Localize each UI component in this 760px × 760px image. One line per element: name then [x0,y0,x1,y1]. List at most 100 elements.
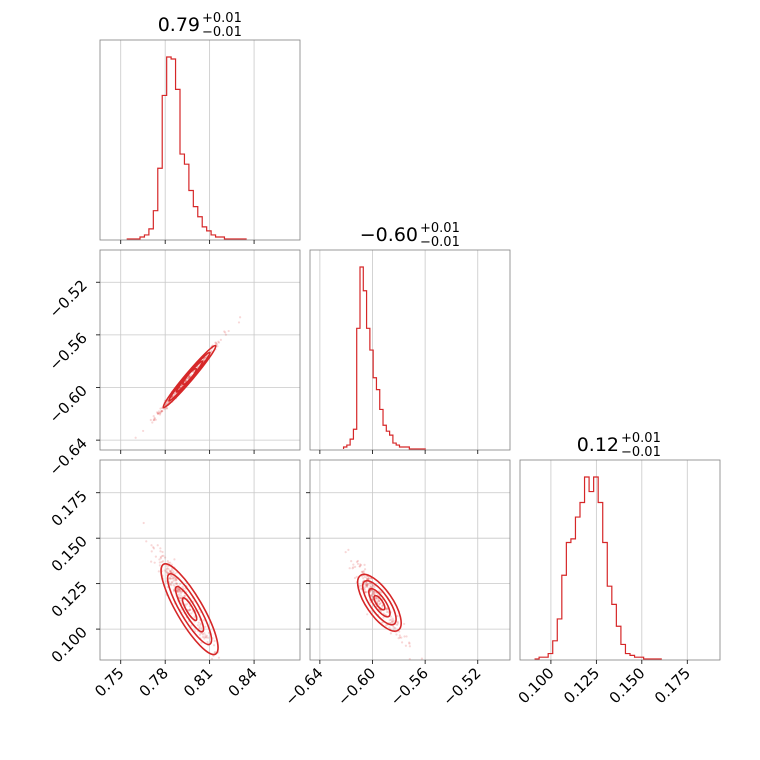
scatter-point [224,333,228,336]
scatter-point [173,558,176,561]
scatter-point [351,567,354,570]
contour-level-1 [361,579,397,626]
histogram-p1 [342,266,426,450]
scatter-point [392,619,395,622]
scatter-point [159,411,162,414]
scatter-point [170,568,174,572]
scatter-point [160,410,163,413]
scatter-point [384,624,388,627]
scatter-point [363,568,367,571]
scatter-point [213,639,216,643]
title-param-2-lower-error: −0.01 [621,445,661,460]
scatter-point [184,379,188,383]
scatter-point [207,636,210,639]
title-param-0: 0.79 +0.01 −0.01 [158,11,242,40]
scatter-point [188,608,192,612]
scatter-point [366,577,369,581]
scatter-point [369,594,373,597]
scatter-point [205,636,208,639]
scatter-point [365,583,369,586]
scatter-point [352,566,355,569]
scatter-point [377,599,381,602]
scatter-point [150,544,153,547]
scatter-point [152,418,155,422]
scatter-point [165,402,168,405]
panel-frame-r0c0 [99,39,301,241]
scatter-point [371,589,374,592]
scatter-point [389,632,392,635]
scatter-point [170,581,173,584]
scatter-point [214,341,217,344]
scatter-point [376,598,380,601]
scatter-point [157,570,160,573]
scatter-point [373,593,376,596]
scatter-point [160,409,164,413]
scatter-point [161,550,164,554]
scatter-point [382,616,385,619]
scatter-point [200,641,203,644]
scatter-point [196,624,199,627]
scatter-point [156,412,159,415]
scatter-point [162,554,165,557]
scatter-point [163,556,167,559]
scatter-point [387,610,390,613]
scatter-point [172,570,175,573]
scatter-point [176,587,179,590]
scatter-point [373,585,376,589]
scatter-point [175,578,178,581]
scatter-point [171,574,174,578]
scatter-point [158,413,162,416]
scatter-point [176,589,180,592]
contour-level-3 [182,367,198,386]
scatter-p0-p2 [142,521,221,660]
scatter-point [352,563,355,566]
scatter-point [197,621,200,624]
title-param-1-upper-error: +0.01 [420,221,460,236]
scatter-point [165,580,168,583]
scatter-point [159,555,162,559]
scatter-point [396,614,399,618]
scatter-point [165,569,168,572]
scatter-point [369,584,372,587]
scatter-point [374,597,377,600]
scatter-point [378,599,381,602]
scatter-point [354,565,357,568]
x-tick-label-p0-1: 0.78 [136,664,172,700]
scatter-point [171,576,174,580]
scatter-point [369,585,373,589]
scatter-point [372,590,375,593]
x-tick-label-p2-2: 0.150 [606,664,649,707]
scatter-point [181,585,184,588]
scatter-point [152,547,156,550]
scatter-point [178,588,181,591]
scatter-point [156,412,159,415]
contour-level-1 [166,573,213,646]
scatter-point [174,577,178,580]
scatter-point [366,613,369,616]
x-tick-label-p0-2: 0.81 [180,664,216,700]
scatter-point [380,621,384,624]
scatter-point [227,329,230,333]
axis-ticks: −0.64−0.60−0.56−0.520.75 0.78 0.81 0.840.10… [46,240,694,709]
scatter-point [165,407,168,410]
scatter-point [219,338,222,342]
scatter-point [390,620,394,624]
scatter-point [350,560,353,563]
contour-level-0 [162,344,217,409]
scatter-point [169,561,172,564]
scatter-point [391,620,394,623]
scatter-point [237,321,241,324]
scatter-point [157,410,161,413]
scatter-point [158,564,161,567]
scatter-point [169,576,172,580]
scatter-point [364,591,367,594]
scatter-point [367,577,370,580]
scatter-point [199,623,202,626]
title-param-0-lower-error: −0.01 [202,25,242,40]
scatter-point [372,592,375,595]
scatter-point [398,634,401,637]
scatter-point [149,418,152,422]
scatter-point [381,604,384,608]
scatter-point [366,584,369,587]
scatter-point [187,375,191,378]
